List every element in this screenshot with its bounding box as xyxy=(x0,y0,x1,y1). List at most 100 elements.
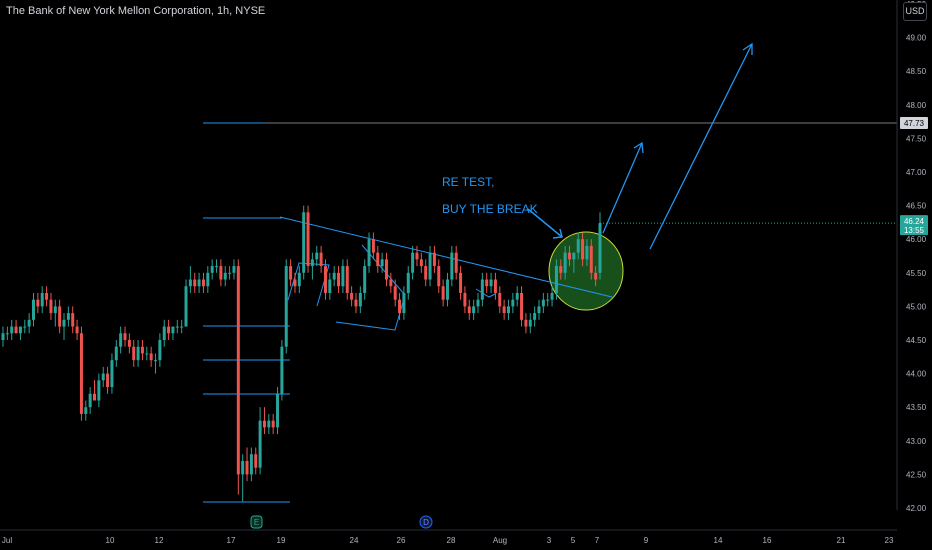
candle-body xyxy=(415,252,419,260)
annotation-buy-break[interactable]: BUY THE BREAK xyxy=(442,202,538,216)
candle-body xyxy=(358,292,362,307)
time-tick: 5 xyxy=(571,536,576,545)
candle-body xyxy=(306,212,310,267)
candle-body xyxy=(201,279,205,287)
candle-body xyxy=(328,279,332,293)
candle-body xyxy=(1,333,5,340)
candle-body xyxy=(254,454,258,468)
candle-body xyxy=(5,333,9,335)
time-tick: 14 xyxy=(714,536,723,545)
candle-body xyxy=(267,420,271,428)
event-markers[interactable]: E D xyxy=(250,515,433,529)
candle-body xyxy=(193,279,197,287)
candle-body xyxy=(450,252,454,280)
candle-body xyxy=(219,266,223,280)
countdown-label: 13:55 xyxy=(904,226,925,235)
projection-arrow-2[interactable] xyxy=(649,43,753,250)
candle-body xyxy=(88,393,92,408)
dividend-event-label: D xyxy=(423,518,429,527)
candle-body xyxy=(511,299,515,307)
symbol-title[interactable]: The Bank of New York Mellon Corporation,… xyxy=(6,5,266,17)
time-tick: 26 xyxy=(397,536,406,545)
candle-body xyxy=(389,279,393,287)
candle-body xyxy=(245,460,249,475)
last-price-tag xyxy=(900,215,928,236)
price-tick: 44.50 xyxy=(906,336,927,345)
pattern-small[interactable] xyxy=(475,288,496,298)
candle-body xyxy=(441,286,445,300)
currency-button[interactable]: USD xyxy=(903,2,927,21)
candle-body xyxy=(36,299,40,307)
candle-body xyxy=(537,306,541,314)
candle-body xyxy=(498,292,502,307)
time-tick: 3 xyxy=(547,536,552,545)
candle-body xyxy=(62,319,66,327)
price-tick: 49.00 xyxy=(906,34,927,43)
projection-arrow-1[interactable] xyxy=(602,142,643,234)
candle-body xyxy=(567,252,571,260)
time-tick: 7 xyxy=(595,536,600,545)
candle-body xyxy=(419,259,423,267)
time-tick: 9 xyxy=(644,536,649,545)
candle-body xyxy=(10,326,14,334)
candle-body xyxy=(167,326,171,334)
time-axis[interactable]: Jul 10 12 17 19 24 26 28 Aug 3 5 7 9 14 16 21 23 xyxy=(0,529,897,545)
level-price-tag xyxy=(900,116,928,129)
candle-body xyxy=(79,333,83,414)
price-tick: 47.00 xyxy=(906,168,927,177)
candle-body xyxy=(284,266,288,347)
candle-body xyxy=(559,266,563,273)
candle-body xyxy=(206,272,210,287)
candle-body xyxy=(197,279,201,287)
price-tick: 42.00 xyxy=(906,504,927,513)
candle-body xyxy=(459,272,463,293)
candle-body xyxy=(93,393,97,401)
candle-body xyxy=(515,292,519,300)
candle-body xyxy=(371,239,375,253)
price-axis[interactable]: 49.5049.0048.5048.0047.5047.0046.5046.00… xyxy=(896,0,927,513)
horizontal-levels xyxy=(203,122,897,124)
candle-body xyxy=(71,313,75,327)
price-tick: 43.50 xyxy=(906,403,927,412)
candle-body xyxy=(180,326,184,328)
candle-body xyxy=(524,319,528,327)
dividend-event-icon[interactable] xyxy=(419,515,433,529)
candle-body xyxy=(319,252,323,267)
last-price-label: 46.24 xyxy=(904,217,925,226)
candle-body xyxy=(354,299,358,307)
candle-body xyxy=(58,306,62,327)
candle-body xyxy=(297,272,301,287)
candle-body xyxy=(489,279,493,287)
candles xyxy=(1,205,602,502)
annotation-retest[interactable]: RE TEST, xyxy=(442,175,494,189)
candle-body xyxy=(576,239,580,253)
candle-body xyxy=(258,420,262,468)
candle-body xyxy=(101,373,105,381)
retest-zone-circle[interactable] xyxy=(548,231,624,311)
time-tick: 16 xyxy=(763,536,772,545)
candle-body xyxy=(393,286,397,300)
earnings-event-label: E xyxy=(254,518,259,527)
candle-body xyxy=(437,266,441,287)
annotation-arrow-head xyxy=(552,228,563,239)
candle-body xyxy=(114,346,118,361)
candle-body xyxy=(132,346,136,361)
candle-body xyxy=(402,292,406,314)
candle-body xyxy=(384,259,388,280)
candle-body xyxy=(110,360,114,388)
candle-body xyxy=(210,266,214,273)
candle-body xyxy=(223,272,227,280)
price-tick: 42.50 xyxy=(906,470,927,479)
candle-body xyxy=(541,299,545,307)
candle-body xyxy=(428,252,432,280)
candle-body xyxy=(23,326,27,328)
price-tick: 48.00 xyxy=(906,101,927,110)
candle-body xyxy=(589,245,593,273)
candle-body xyxy=(302,212,306,273)
annotation-arrow[interactable] xyxy=(527,208,563,238)
earnings-event-icon[interactable] xyxy=(250,515,263,529)
candle-body xyxy=(506,306,510,314)
